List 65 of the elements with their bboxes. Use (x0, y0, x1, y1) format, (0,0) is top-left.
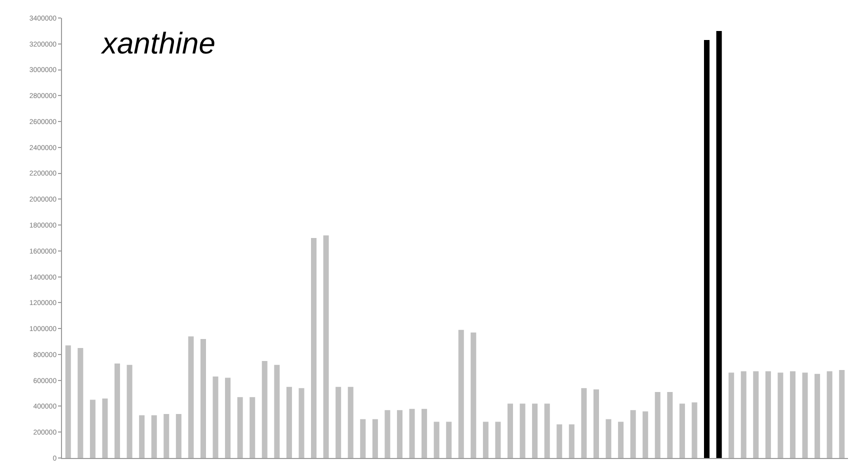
bar (212, 376, 218, 458)
bar (188, 336, 194, 458)
bar (654, 392, 660, 458)
bar (250, 397, 256, 458)
bar (495, 422, 501, 458)
bar (753, 371, 759, 458)
bar (508, 404, 514, 458)
bar (839, 370, 845, 458)
bar (323, 235, 329, 458)
bar (470, 332, 476, 458)
bar (520, 404, 526, 458)
bar (606, 419, 612, 458)
bar (667, 392, 673, 458)
bar (151, 415, 157, 458)
chart-title: xanthine (100, 27, 216, 60)
bar (593, 389, 599, 458)
bar (544, 404, 550, 458)
bar (568, 424, 574, 458)
bar (372, 419, 378, 458)
bar (409, 408, 415, 458)
bar (630, 410, 636, 458)
bar (581, 388, 587, 458)
bar (225, 378, 231, 458)
bar (765, 371, 771, 458)
bar (556, 424, 562, 458)
bar (716, 30, 722, 458)
bar (126, 364, 132, 458)
bar (802, 372, 808, 458)
bar (679, 404, 685, 458)
bar (422, 408, 428, 458)
bar (814, 374, 820, 458)
bar (139, 415, 145, 458)
bar (336, 386, 342, 458)
bar (65, 345, 71, 458)
bar (262, 360, 268, 458)
bar (692, 402, 698, 458)
bar (704, 40, 710, 458)
bar (642, 411, 648, 458)
bar (348, 386, 354, 458)
bar (200, 338, 206, 458)
bar (360, 419, 366, 458)
bar (778, 372, 784, 458)
bar (90, 400, 96, 458)
bar (286, 386, 292, 458)
bar (458, 330, 464, 458)
bar (446, 422, 452, 458)
bar (790, 371, 796, 458)
bar (384, 410, 390, 458)
bar (114, 364, 120, 458)
bar (618, 422, 624, 458)
bar (311, 238, 317, 458)
bar (434, 422, 440, 458)
bar (740, 371, 746, 458)
bar (102, 398, 108, 458)
bar (826, 371, 832, 458)
bar (482, 422, 488, 458)
bar (164, 414, 170, 458)
bar (728, 372, 734, 458)
bar (237, 397, 243, 458)
bar (274, 364, 280, 458)
bar (298, 388, 304, 458)
bar (532, 404, 538, 458)
bar (176, 414, 182, 458)
bar (78, 348, 84, 458)
bar (396, 410, 402, 458)
